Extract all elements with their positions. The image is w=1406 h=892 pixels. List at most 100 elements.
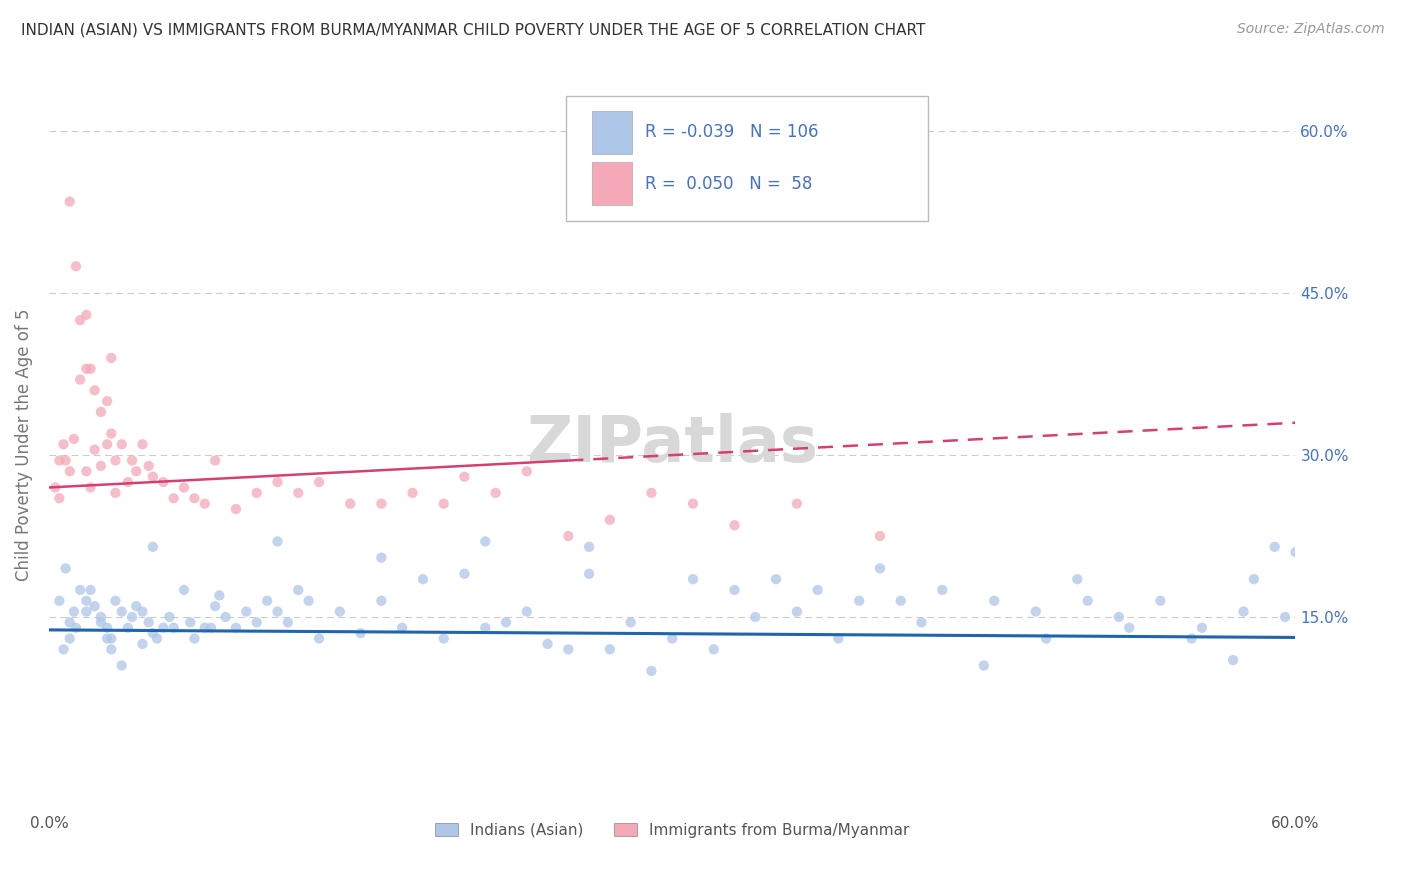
Point <box>194 621 217 635</box>
Point <box>516 464 538 478</box>
Point <box>204 599 226 614</box>
Point <box>83 599 105 614</box>
Point <box>159 610 181 624</box>
Point <box>1118 621 1140 635</box>
Point <box>744 610 766 624</box>
Point <box>485 486 508 500</box>
Point <box>142 469 165 483</box>
Point <box>79 582 101 597</box>
Text: R = -0.039   N = 106: R = -0.039 N = 106 <box>645 123 818 142</box>
Point <box>433 632 456 646</box>
Point <box>599 642 621 657</box>
Point <box>723 518 745 533</box>
Point <box>59 464 82 478</box>
Point <box>194 497 217 511</box>
Legend: Indians (Asian), Immigrants from Burma/Myanmar: Indians (Asian), Immigrants from Burma/M… <box>429 816 915 844</box>
Point <box>287 582 309 597</box>
Point <box>179 615 201 630</box>
Point <box>349 626 371 640</box>
Point <box>266 534 288 549</box>
Point <box>1316 540 1339 554</box>
Point <box>682 572 704 586</box>
Point <box>52 642 75 657</box>
Point <box>104 486 127 500</box>
Point <box>1149 594 1171 608</box>
Point <box>1232 605 1254 619</box>
Point <box>1191 621 1213 635</box>
Point <box>183 491 205 506</box>
FancyBboxPatch shape <box>592 162 633 205</box>
Point <box>453 566 475 581</box>
Point <box>65 260 87 274</box>
Point <box>931 582 953 597</box>
Point <box>474 534 496 549</box>
Point <box>138 615 160 630</box>
Point <box>827 632 849 646</box>
Point <box>200 621 222 635</box>
Point <box>1367 594 1389 608</box>
Point <box>59 194 82 209</box>
Point <box>59 632 82 646</box>
Point <box>703 642 725 657</box>
Point <box>370 550 392 565</box>
Point <box>474 621 496 635</box>
Point <box>79 480 101 494</box>
Point <box>599 513 621 527</box>
Point <box>152 475 174 489</box>
Point <box>111 437 134 451</box>
Point <box>640 664 662 678</box>
Text: ZIPatlas: ZIPatlas <box>526 413 818 475</box>
Point <box>246 615 269 630</box>
Point <box>69 313 91 327</box>
Point <box>1274 610 1296 624</box>
Point <box>90 458 112 473</box>
Point <box>287 486 309 500</box>
Point <box>640 486 662 500</box>
Point <box>869 529 891 543</box>
Point <box>52 437 75 451</box>
Point <box>55 561 77 575</box>
Point <box>401 486 423 500</box>
Point <box>55 453 77 467</box>
Point <box>910 615 932 630</box>
Point <box>339 497 361 511</box>
Point <box>121 453 143 467</box>
Point <box>75 308 97 322</box>
Point <box>142 626 165 640</box>
Point <box>256 594 278 608</box>
Point <box>370 594 392 608</box>
Point <box>370 497 392 511</box>
Point <box>204 453 226 467</box>
Text: Source: ZipAtlas.com: Source: ZipAtlas.com <box>1237 22 1385 37</box>
Point <box>142 540 165 554</box>
Point <box>104 453 127 467</box>
Point <box>1347 561 1369 575</box>
Point <box>1264 540 1286 554</box>
Point <box>1066 572 1088 586</box>
Point <box>890 594 912 608</box>
Point <box>869 561 891 575</box>
Point <box>90 405 112 419</box>
Point <box>100 642 122 657</box>
Point <box>48 594 70 608</box>
Point <box>125 464 148 478</box>
Point <box>308 632 330 646</box>
Point <box>557 529 579 543</box>
Point <box>83 442 105 457</box>
Point <box>412 572 434 586</box>
Point <box>63 605 86 619</box>
Point <box>100 426 122 441</box>
Point <box>83 384 105 398</box>
Point <box>557 642 579 657</box>
Text: INDIAN (ASIAN) VS IMMIGRANTS FROM BURMA/MYANMAR CHILD POVERTY UNDER THE AGE OF 5: INDIAN (ASIAN) VS IMMIGRANTS FROM BURMA/… <box>21 22 925 37</box>
Point <box>90 615 112 630</box>
Point <box>1243 572 1265 586</box>
Point <box>1108 610 1130 624</box>
Point <box>183 632 205 646</box>
Point <box>96 437 118 451</box>
Point <box>162 491 184 506</box>
Point <box>162 621 184 635</box>
Point <box>65 621 87 635</box>
Point <box>1077 594 1099 608</box>
Point <box>235 605 257 619</box>
